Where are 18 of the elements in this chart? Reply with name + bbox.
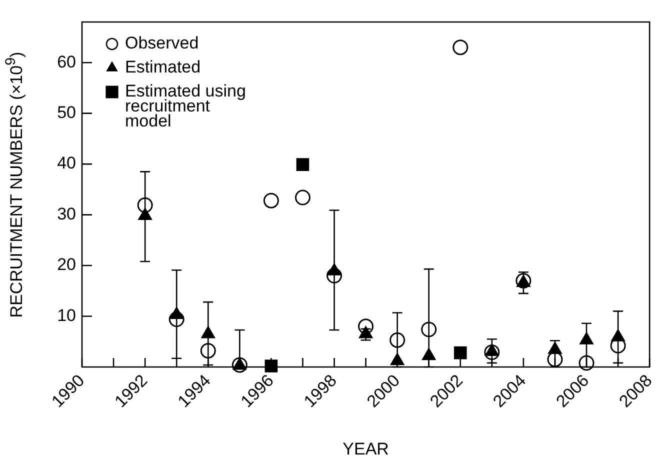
y-tick-label: 30 [57,204,76,224]
point [296,158,310,171]
point [454,346,467,360]
x-axis-title: YEAR [342,439,389,458]
point [452,40,468,56]
y-tick-label: 20 [57,255,76,274]
legend-label: Estimated using recruitment model [125,82,246,131]
y-tick-label: 60 [57,52,76,72]
y-tick-label: 10 [57,306,76,325]
point [580,332,594,344]
point [294,190,310,206]
legend-label: Estimated [125,58,201,77]
legend-label: Observed [125,34,199,53]
point [263,192,279,208]
point [611,329,625,342]
point [170,306,184,319]
y-tick-label: 40 [57,154,76,173]
y-tick-label: 50 [57,103,76,122]
